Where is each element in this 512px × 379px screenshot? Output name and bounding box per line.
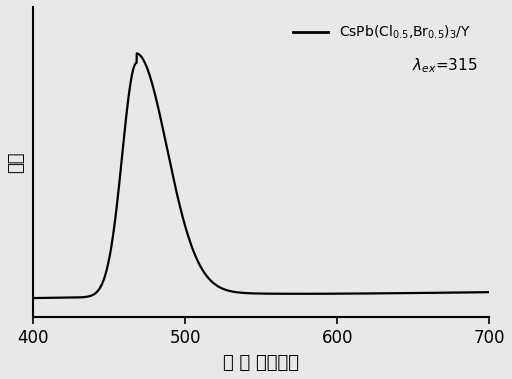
Y-axis label: 强度: 强度 bbox=[7, 151, 25, 172]
Legend: CsPb(Cl$_{0.5}$,Br$_{0.5}$)$_3$/Y: CsPb(Cl$_{0.5}$,Br$_{0.5}$)$_3$/Y bbox=[286, 17, 478, 48]
X-axis label: 波 长 （纳米）: 波 长 （纳米） bbox=[223, 354, 300, 372]
Text: $\lambda_{ex}$=315: $\lambda_{ex}$=315 bbox=[412, 56, 478, 75]
